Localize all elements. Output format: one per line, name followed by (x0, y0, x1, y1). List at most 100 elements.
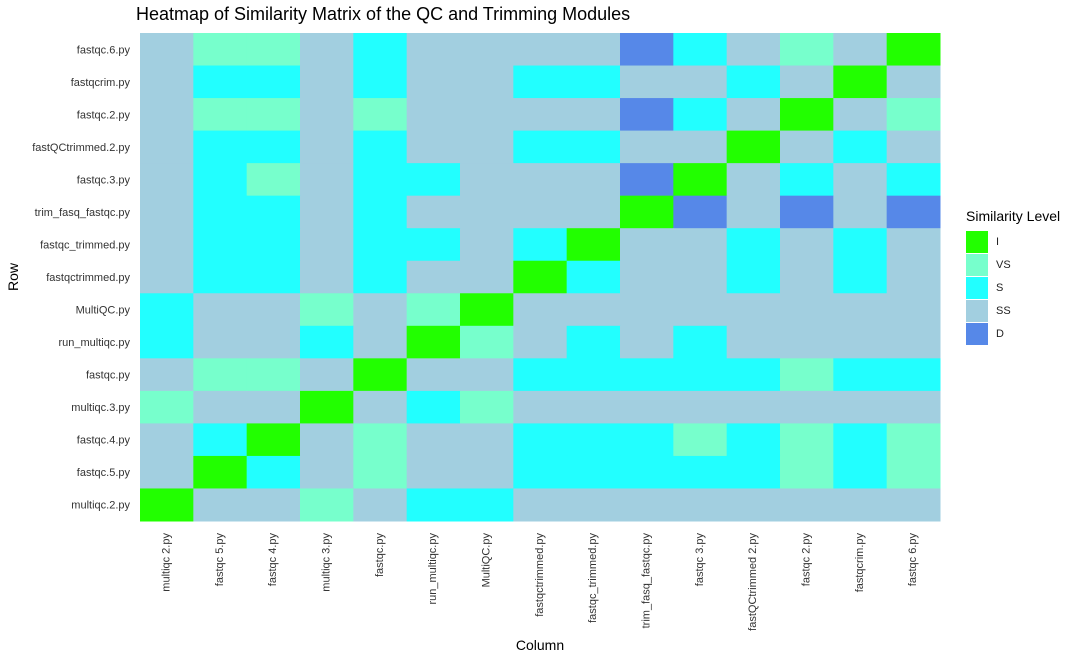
heatmap-cell (140, 390, 194, 424)
heatmap-cell (513, 390, 568, 424)
heatmap-cell (833, 293, 888, 327)
x-axis-title: Column (516, 637, 564, 653)
legend: Similarity Level I VS S SS D (966, 208, 1060, 345)
y-tick-label: fastqc.5.py (77, 467, 131, 479)
heatmap-cell (140, 293, 194, 327)
heatmap-cell (833, 163, 888, 197)
heatmap-cell (406, 65, 461, 99)
heatmap-cell (513, 98, 568, 132)
heatmap-cell (673, 423, 728, 457)
heatmap-cell (886, 358, 941, 392)
x-tick-label: fastqc.py (374, 533, 386, 578)
heatmap-cell (460, 455, 514, 489)
heatmap-cell (460, 98, 514, 132)
heatmap-cell (620, 488, 674, 522)
heatmap-cell (620, 423, 674, 457)
heatmap-cell (833, 423, 888, 457)
x-tick-label: fastqc 2.py (801, 533, 813, 587)
heatmap-cell (726, 228, 781, 262)
legend-swatch (966, 322, 988, 345)
heatmap-cell (406, 293, 461, 327)
heatmap-cell (886, 325, 941, 359)
x-tick-label: run_multiqc.py (427, 533, 439, 605)
heatmap-cell (193, 33, 248, 67)
heatmap-cell (513, 423, 568, 457)
heatmap-cell (300, 358, 354, 392)
heatmap-cell (406, 130, 461, 164)
heatmap-cell (246, 423, 301, 457)
heatmap-cell (406, 423, 461, 457)
heatmap-cell (673, 260, 728, 294)
heatmap-cell (193, 455, 248, 489)
legend-swatch (966, 276, 988, 299)
y-tick-label: fastqc.6.py (77, 44, 131, 56)
heatmap-cell (300, 228, 354, 262)
heatmap-cell (673, 488, 728, 522)
heatmap-cell (620, 98, 674, 132)
heatmap-cell (140, 65, 194, 99)
heatmap-cell (726, 163, 781, 197)
heatmap-cell (246, 195, 301, 229)
heatmap-cell (140, 488, 194, 522)
heatmap-cell (353, 65, 408, 99)
heatmap-cell (406, 488, 461, 522)
y-tick-label: fastqc.4.py (77, 435, 131, 447)
heatmap-cell (460, 163, 514, 197)
heatmap-cell (726, 65, 781, 99)
heatmap-cell (353, 163, 408, 197)
heatmap-cell (140, 228, 194, 262)
heatmap-cell (780, 228, 834, 262)
heatmap-cell (353, 455, 408, 489)
heatmap-cell (620, 195, 674, 229)
heatmap-cell (833, 488, 888, 522)
heatmap-cell (620, 390, 674, 424)
heatmap-cell (673, 228, 728, 262)
heatmap-cell (886, 33, 941, 67)
x-tick-label: fastqcrim.py (854, 533, 866, 593)
heatmap-cell (566, 358, 621, 392)
heatmap-cell (673, 163, 728, 197)
heatmap-cell (353, 488, 408, 522)
heatmap-cell (246, 293, 301, 327)
heatmap-cell (300, 65, 354, 99)
heatmap-cell (460, 293, 514, 327)
x-tick-label: fastqc 5.py (214, 533, 226, 587)
heatmap-cell (833, 98, 888, 132)
legend-label: I (996, 235, 1000, 248)
heatmap-cell (886, 293, 941, 327)
heatmap-cell (140, 455, 194, 489)
heatmap-cell (566, 325, 621, 359)
heatmap-cell (726, 130, 781, 164)
heatmap-cell (193, 65, 248, 99)
heatmap-cell (886, 98, 941, 132)
y-tick-label: MultiQC.py (76, 305, 131, 317)
heatmap-cell (566, 260, 621, 294)
heatmap-cell (673, 390, 728, 424)
heatmap-cell (620, 260, 674, 294)
heatmap-cell (193, 163, 248, 197)
heatmap-cell (780, 325, 834, 359)
heatmap-cell (300, 163, 354, 197)
y-axis-title: Row (5, 262, 21, 291)
heatmap-cell (566, 65, 621, 99)
legend-label: VS (996, 258, 1011, 271)
heatmap-cell (673, 293, 728, 327)
heatmap-cell (300, 455, 354, 489)
heatmap-cell (406, 98, 461, 132)
heatmap-cell (246, 98, 301, 132)
heatmap-cell (673, 358, 728, 392)
heatmap-cell (140, 260, 194, 294)
heatmap-cell (353, 195, 408, 229)
heatmap-cell (353, 325, 408, 359)
heatmap-cell (566, 130, 621, 164)
heatmap-cell (513, 293, 568, 327)
heatmap-cell (513, 455, 568, 489)
heatmap-cell (726, 325, 781, 359)
heatmap-cell (886, 130, 941, 164)
heatmap-cell (300, 98, 354, 132)
heatmap-cell (300, 423, 354, 457)
heatmap-cell (513, 163, 568, 197)
heatmap-cell (886, 390, 941, 424)
